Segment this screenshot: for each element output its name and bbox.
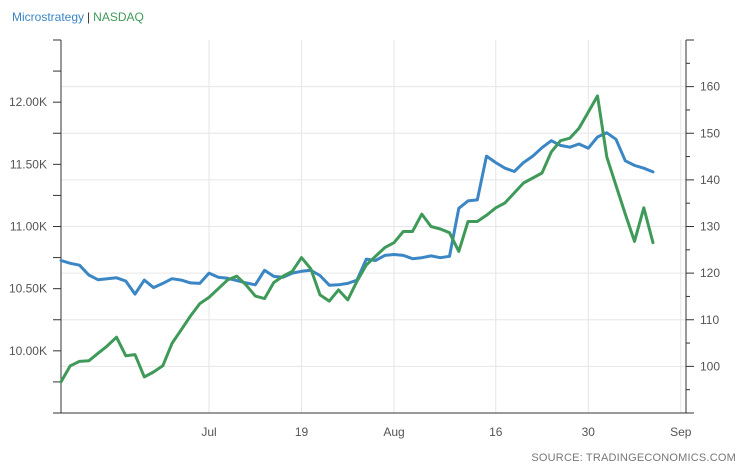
series-line-nasdaq	[59, 94, 655, 384]
left-tick-label-3: 11.50K	[10, 157, 47, 171]
x-tick-label-4: 30	[582, 425, 596, 439]
right-tick-label-3: 130	[700, 220, 720, 234]
right-tick-label-6: 160	[700, 80, 720, 94]
left-tick-label-2: 11.00K	[10, 220, 47, 234]
right-tick-label-0: 100	[700, 359, 720, 373]
axes	[53, 39, 694, 414]
series	[59, 94, 655, 384]
x-tick-label-5: Sep	[670, 425, 692, 439]
series-line-microstrategy	[59, 131, 655, 296]
x-tick-label-0: Jul	[201, 425, 216, 439]
legend-item-nasdaq: NASDAQ	[93, 10, 144, 24]
legend-item-microstrategy: Microstrategy	[12, 10, 85, 24]
legend-separator: |	[87, 10, 91, 24]
x-tick-label-3: 16	[489, 425, 503, 439]
source-note: SOURCE: TRADINGECONOMICS.COM	[531, 452, 736, 464]
x-tick-label-2: Aug	[383, 425, 404, 439]
left-tick-label-4: 12.00K	[9, 95, 47, 109]
chart-legend: Microstrategy | NASDAQ	[12, 10, 144, 24]
right-tick-label-5: 150	[700, 126, 720, 140]
tick-labels: 10.00K 10.50K 11.00K 11.50K 12.00K 100 110 120 1…	[9, 80, 720, 439]
right-tick-label-1: 110	[700, 313, 719, 327]
right-tick-label-2: 120	[700, 266, 720, 280]
grid	[61, 40, 686, 413]
left-tick-label-0: 10.00K	[9, 344, 47, 358]
right-tick-label-4: 140	[700, 173, 720, 187]
x-tick-label-1: 19	[295, 425, 309, 439]
left-tick-label-1: 10.50K	[9, 282, 47, 296]
